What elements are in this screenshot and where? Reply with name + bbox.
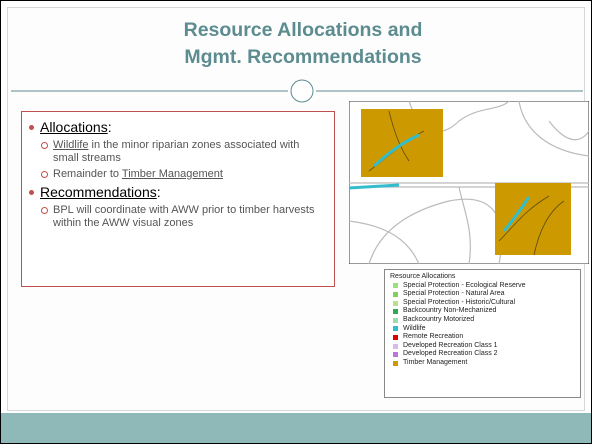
legend-swatch bbox=[393, 309, 398, 315]
bullet-box: Allocations: Wildlife in the minor ripari… bbox=[21, 111, 335, 287]
text-run: Wildlife bbox=[53, 139, 89, 151]
legend-item: Backcountry Motorized bbox=[390, 316, 575, 325]
text-run: BPL will coordinate with AWW prior to ti… bbox=[53, 204, 315, 229]
legend-label: Special Protection - Natural Area bbox=[403, 290, 505, 298]
text-run: Timber Management bbox=[121, 168, 223, 180]
legend-swatch bbox=[393, 352, 398, 358]
legend-label: Developed Recreation Class 1 bbox=[403, 341, 498, 349]
legend-item: Remote Recreation bbox=[390, 333, 575, 342]
legend-label: Developed Recreation Class 2 bbox=[403, 350, 498, 358]
legend-swatch bbox=[393, 360, 398, 366]
legend-swatch bbox=[393, 300, 398, 306]
slide-title: Resource Allocations and Mgmt. Recommend… bbox=[121, 17, 485, 71]
legend-item: Special Protection - Historic/Cultural bbox=[390, 299, 575, 308]
map-legend: Resource Allocations Special Protection … bbox=[384, 269, 581, 398]
legend-label: Backcountry Non-Mechanized bbox=[403, 307, 497, 315]
legend-item: Backcountry Non-Mechanized bbox=[390, 307, 575, 316]
legend-label: Wildlife bbox=[403, 324, 426, 332]
legend-item: Developed Recreation Class 1 bbox=[390, 342, 575, 351]
bullet-suffix: : bbox=[156, 184, 161, 200]
text-run: Remainder to bbox=[53, 168, 122, 180]
bullet: Allocations: bbox=[28, 118, 328, 136]
legend-swatch bbox=[393, 283, 398, 289]
legend-swatch bbox=[393, 291, 398, 297]
legend-label: Special Protection - Ecological Reserve bbox=[403, 281, 526, 289]
legend-item: Timber Management bbox=[390, 359, 575, 368]
legend-item: Developed Recreation Class 2 bbox=[390, 350, 575, 359]
legend-swatch bbox=[393, 317, 398, 323]
legend-swatch bbox=[393, 326, 398, 332]
title-rule bbox=[11, 79, 583, 103]
legend-item: Special Protection - Natural Area bbox=[390, 290, 575, 299]
legend-item: Special Protection - Ecological Reserve bbox=[390, 282, 575, 291]
bullet: Recommendations: bbox=[28, 183, 328, 201]
bullet-label: Allocations bbox=[40, 119, 108, 135]
sub-bullet: BPL will coordinate with AWW prior to ti… bbox=[40, 204, 328, 230]
legend-label: Remote Recreation bbox=[403, 333, 464, 341]
legend-item: Wildlife bbox=[390, 325, 575, 334]
legend-swatch bbox=[393, 343, 398, 349]
bullet-suffix: : bbox=[107, 119, 112, 135]
legend-title: Resource Allocations bbox=[390, 273, 456, 280]
map bbox=[349, 101, 589, 264]
legend-label: Timber Management bbox=[403, 358, 468, 366]
legend-label: Backcountry Motorized bbox=[403, 315, 475, 323]
sub-bullet: Remainder to Timber Management bbox=[40, 168, 328, 181]
title-line: Mgmt. Recommendations bbox=[184, 46, 422, 68]
sub-bullet: Wildlife in the minor riparian zones ass… bbox=[40, 139, 328, 165]
legend-swatch bbox=[393, 334, 398, 340]
title-line: Resource Allocations and bbox=[183, 19, 423, 41]
text-run: in the minor riparian zones associated w… bbox=[53, 139, 300, 164]
legend-label: Special Protection - Historic/Cultural bbox=[403, 298, 516, 306]
bullet-label: Recommendations bbox=[40, 184, 157, 200]
footer-band bbox=[1, 413, 591, 443]
